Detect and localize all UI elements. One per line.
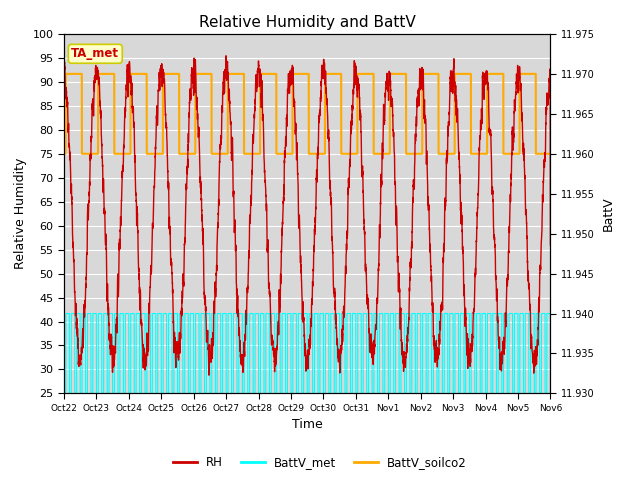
X-axis label: Time: Time — [292, 419, 323, 432]
Y-axis label: Relative Humidity: Relative Humidity — [14, 158, 27, 269]
Legend: RH, BattV_met, BattV_soilco2: RH, BattV_met, BattV_soilco2 — [168, 452, 472, 474]
Y-axis label: BattV: BattV — [602, 196, 614, 231]
Title: Relative Humidity and BattV: Relative Humidity and BattV — [199, 15, 415, 30]
Text: TA_met: TA_met — [71, 48, 119, 60]
